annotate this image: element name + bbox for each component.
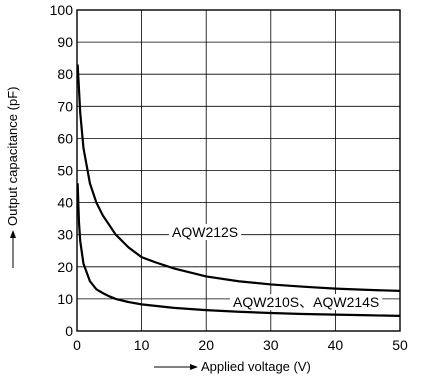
series-line-0: [76, 64, 401, 292]
x-tick-label: 30: [263, 337, 279, 353]
x-axis-label: Applied voltage (V): [201, 359, 311, 374]
y-tick-label: 40: [57, 195, 73, 211]
y-tick-label: 30: [57, 227, 73, 243]
y-tick-label: 80: [57, 66, 73, 82]
x-tick-label: 40: [328, 337, 344, 353]
x-tick-labels: 0 10 20 30 40 50: [73, 337, 408, 353]
y-tick-label: 60: [57, 130, 73, 146]
x-tick-label: 0: [73, 337, 81, 353]
y-tick-label: 10: [57, 291, 73, 307]
x-axis-arrow-head: [190, 364, 198, 370]
x-tick-label: 50: [392, 337, 408, 353]
y-tick-label: 90: [57, 34, 73, 50]
grid-lines: [76, 9, 401, 332]
x-tick-label: 10: [134, 337, 150, 353]
y-tick-labels: 0 10 20 30 40 50 60 70 80 90 100: [50, 2, 74, 339]
y-tick-label: 70: [57, 98, 73, 114]
y-tick-label: 0: [65, 323, 73, 339]
y-tick-label: 100: [50, 2, 74, 18]
y-tick-label: 20: [57, 259, 73, 275]
label-backdrop: [230, 294, 383, 310]
y-axis-label: Output capacitance (pF): [5, 87, 20, 226]
y-axis-arrow-head: [10, 230, 16, 238]
x-tick-label: 20: [198, 337, 214, 353]
label-backdrop: [169, 224, 242, 240]
y-tick-label: 50: [57, 163, 73, 179]
series-line-1: [76, 183, 401, 318]
plot-frame: [76, 9, 401, 332]
series-label-aqw210s-aqw214s: AQW210S、AQW214S: [233, 294, 379, 310]
series-curves: [76, 64, 401, 318]
series-label-aqw212s: AQW212S: [172, 224, 238, 240]
